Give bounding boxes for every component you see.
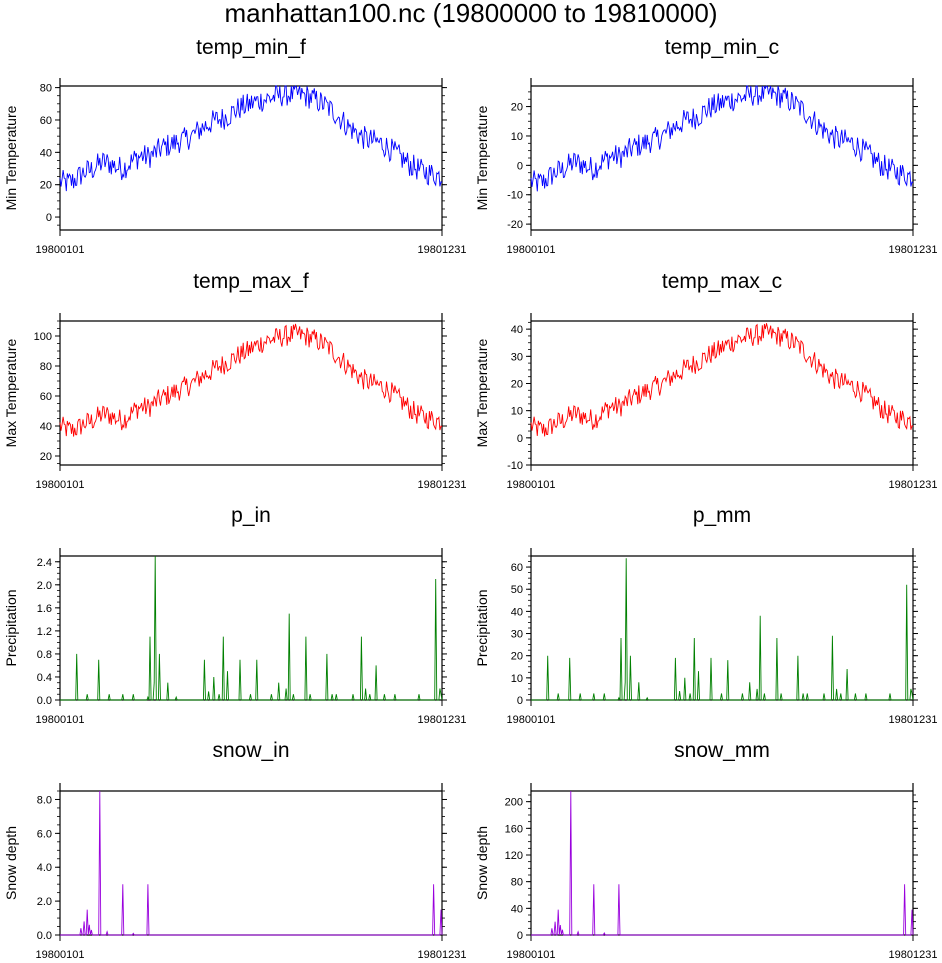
- panel-temp-max-f-title: temp_max_f: [193, 270, 309, 293]
- panel-snow-mm-ytick-label: 40: [511, 903, 523, 915]
- panel-snow-mm-ylabel: Snow depth: [474, 826, 490, 900]
- panel-temp-max-f-ylabel: Max Temperature: [3, 338, 19, 447]
- panel-snow-in-xtick-label: 19800101: [36, 949, 85, 961]
- panel-snow-in-xtick-label: 19801231: [418, 949, 467, 961]
- panel-p-in-xtick-label: 19800101: [36, 714, 85, 726]
- panel-temp-max-f-series-line: [59, 323, 443, 437]
- panel-p-in: p_in Precipitation 0.0 0.4 0.8 1.2 1.6 2.0 2.4 19…: [3, 504, 466, 726]
- panel-snow-mm-series-line: [531, 790, 914, 936]
- panel-temp-min-f-ytick-label: 0: [46, 212, 52, 224]
- panel-p-mm-series-line: [531, 558, 914, 701]
- panel-temp-max-c-title: temp_max_c: [662, 270, 782, 293]
- panel-p-in-ytick-label: 1.2: [37, 626, 52, 638]
- panel-temp-min-f-ytick-label: 40: [40, 147, 52, 159]
- panel-p-mm-ytick-label: 50: [511, 584, 523, 596]
- panel-p-in-ylabel: Precipitation: [3, 589, 19, 666]
- figure-title: manhattan100.nc (19800000 to 19810000): [225, 0, 718, 28]
- panel-p-in-xtick-label: 19801231: [418, 714, 467, 726]
- panel-snow-mm-ytick-label: 0: [517, 930, 523, 942]
- panel-snow-in-ytick-label: 0.0: [37, 930, 52, 942]
- panel-temp-max-c-ytick-label: -10: [507, 460, 523, 472]
- panel-temp-max-c: temp_max_c Max Temperature -10 0 10 20 30 40 198…: [474, 270, 937, 491]
- panel-snow-in-ytick-label: 4.0: [37, 862, 52, 874]
- panel-temp-max-f-ytick-label: 40: [40, 421, 52, 433]
- panel-p-in-title: p_in: [231, 504, 271, 527]
- panel-temp-min-c-title: temp_min_c: [665, 36, 779, 59]
- panel-temp-min-f-ytick-label: 20: [40, 180, 52, 192]
- panel-temp-min-c-ytick-label: 10: [511, 131, 523, 143]
- panel-snow-mm-xtick-label: 19800101: [507, 949, 556, 961]
- panel-temp-max-c-xtick-label: 19800101: [507, 479, 556, 491]
- panel-temp-min-f-xtick-label: 19800101: [36, 244, 85, 256]
- panel-snow-mm-ytick-label: 80: [511, 877, 523, 889]
- panel-temp-min-f: temp_min_f Min Temperature 0 20 40 60 80 198001…: [3, 36, 466, 256]
- panel-temp-min-c-xtick-label: 19800101: [507, 244, 556, 256]
- panel-p-mm-ytick-label: 60: [511, 562, 523, 574]
- panel-snow-in-ylabel: Snow depth: [3, 826, 19, 900]
- panel-p-mm-ytick-label: 40: [511, 606, 523, 618]
- panel-p-mm-ytick-label: 20: [511, 651, 523, 663]
- panel-temp-max-c-ytick-label: 0: [517, 433, 523, 445]
- panel-temp-min-f-title: temp_min_f: [196, 36, 306, 59]
- panel-p-mm-title: p_mm: [693, 504, 751, 527]
- panel-temp-min-f-xtick-label: 19801231: [418, 244, 467, 256]
- panel-p-in-ytick-label: 0.8: [37, 649, 52, 661]
- panel-p-mm-ytick-label: 10: [511, 673, 523, 685]
- panel-snow-mm-xtick-label: 19801231: [889, 949, 938, 961]
- panel-snow-mm-ytick-label: 120: [505, 850, 523, 862]
- panel-p-in-ytick-label: 1.6: [37, 603, 52, 615]
- panel-temp-max-c-ytick-label: 10: [511, 406, 523, 418]
- panel-p-in-ytick-label: 2.4: [37, 557, 52, 569]
- panel-temp-min-f-ytick-label: 60: [40, 115, 52, 127]
- panel-snow-in-ytick-label: 2.0: [37, 896, 52, 908]
- panel-snow-in-ytick-label: 8.0: [37, 794, 52, 806]
- panel-temp-min-c-ytick-label: 20: [511, 102, 523, 114]
- panel-snow-in: snow_in Snow depth 0.0 2.0 4.0 6.0 8.0 19800101…: [3, 739, 466, 961]
- panel-temp-max-f-xtick-label: 19800101: [36, 479, 85, 491]
- panel-p-mm-xtick-label: 19800101: [507, 714, 556, 726]
- panel-temp-max-f-ytick-label: 100: [34, 331, 52, 343]
- panel-p-in-ytick-label: 2.0: [37, 580, 52, 592]
- panel-temp-max-f-xtick-label: 19801231: [418, 479, 467, 491]
- panel-temp-min-c-ytick-label: 0: [517, 160, 523, 172]
- panel-temp-max-c-series-line: [530, 323, 914, 437]
- panel-snow-in-series-line: [60, 790, 443, 936]
- panel-temp-min-f-ylabel: Min Temperature: [3, 105, 19, 210]
- panel-temp-max-c-ytick-label: 30: [511, 351, 523, 363]
- panel-temp-min-f-ytick-label: 80: [40, 83, 52, 95]
- panel-temp-max-f: temp_max_f Max Temperature 20 40 60 80 100 1980…: [3, 270, 466, 491]
- panel-temp-max-c-ylabel: Max Temperature: [474, 338, 490, 447]
- panel-temp-min-c-series-line: [530, 85, 914, 192]
- panel-temp-max-f-ytick-label: 80: [40, 361, 52, 373]
- panel-snow-in-title: snow_in: [212, 739, 289, 762]
- panel-p-in-ytick-label: 0.4: [37, 672, 52, 684]
- panel-temp-max-c-xtick-label: 19801231: [889, 479, 938, 491]
- panel-temp-min-c-ytick-label: -10: [507, 190, 523, 202]
- panel-temp-max-c-ytick-label: 40: [511, 324, 523, 336]
- panel-temp-min-c-xtick-label: 19801231: [889, 244, 938, 256]
- panel-snow-in-ytick-label: 6.0: [37, 828, 52, 840]
- panel-temp-min-f-series-line: [59, 85, 443, 192]
- panel-temp-max-f-ytick-label: 60: [40, 391, 52, 403]
- panel-temp-min-c-ytick-label: -20: [507, 219, 523, 231]
- panel-p-in-ytick-label: 0.0: [37, 695, 52, 707]
- panel-p-mm: p_mm Precipitation 0 10 20 30 40 50 60 19800101 19…: [474, 504, 937, 726]
- panel-snow-mm-ytick-label: 160: [505, 823, 523, 835]
- panel-p-mm-ylabel: Precipitation: [474, 589, 490, 666]
- panel-p-mm-ytick-label: 0: [517, 695, 523, 707]
- panel-temp-max-c-ytick-label: 20: [511, 378, 523, 390]
- panel-p-mm-ytick-label: 30: [511, 629, 523, 641]
- panel-p-mm-xtick-label: 19801231: [889, 714, 938, 726]
- panel-temp-min-c: temp_min_c Min Temperature -20 -10 0 10 20 1980…: [474, 36, 937, 256]
- panel-temp-min-c-ylabel: Min Temperature: [474, 105, 490, 210]
- panel-snow-mm-ytick-label: 200: [505, 797, 523, 809]
- panel-temp-max-f-ytick-label: 20: [40, 451, 52, 463]
- panel-snow-mm-title: snow_mm: [674, 739, 770, 762]
- panel-p-in-series-line: [60, 555, 443, 701]
- panel-snow-mm: snow_mm Snow depth 0 40 80 120 160 200 19800101 1…: [474, 739, 937, 961]
